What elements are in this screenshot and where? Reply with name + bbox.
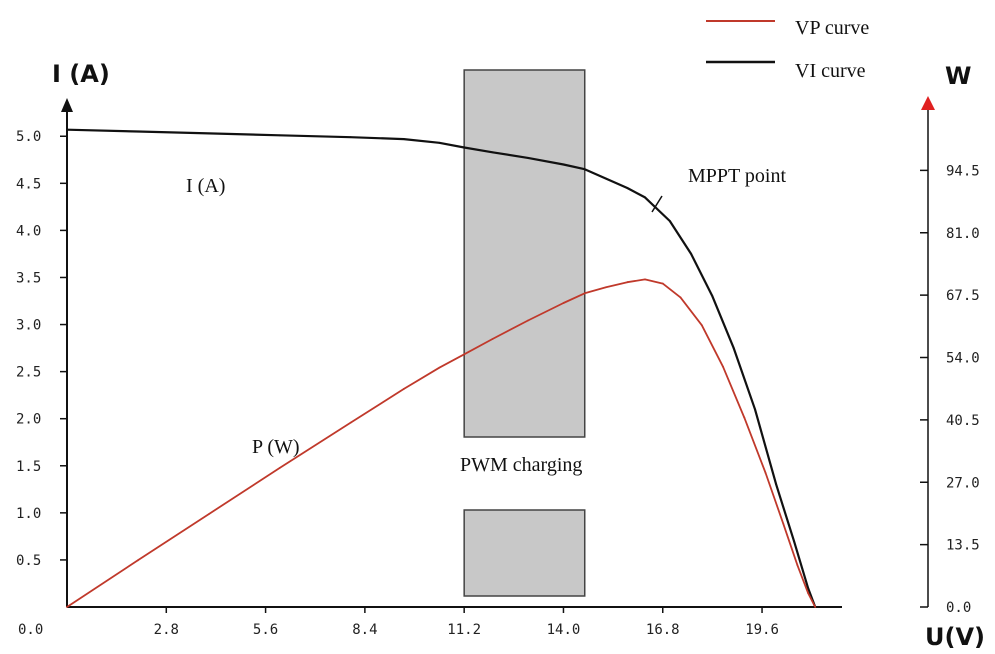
vp-data-point bbox=[278, 467, 281, 469]
vi-data-point bbox=[137, 130, 139, 133]
vp-data-point bbox=[796, 564, 799, 567]
y-axis-right-arrow-icon bbox=[921, 96, 935, 110]
vp-data-point bbox=[402, 388, 405, 390]
legend-vp-label: VP curve bbox=[795, 17, 869, 39]
vi-data-point bbox=[583, 168, 586, 171]
mppt-point-label: MPPT point bbox=[688, 165, 786, 187]
vi-data-point bbox=[207, 132, 210, 135]
vp-data-point bbox=[764, 472, 767, 474]
y-left-tick-label: 4.5 bbox=[16, 176, 41, 192]
pwm-shaded-region-bottom bbox=[463, 509, 586, 597]
pwm-shaded-region-top bbox=[463, 69, 586, 438]
y-right-tick-label: 81.0 bbox=[946, 226, 980, 242]
y-right-tick-label: 13.5 bbox=[946, 538, 980, 554]
y-left-tick-label: 4.0 bbox=[16, 223, 41, 239]
pwm-charging-label: PWM charging bbox=[460, 454, 582, 476]
x-axis-label: U(V) bbox=[925, 623, 985, 651]
x-tick-label: 11.2 bbox=[447, 622, 481, 638]
vi-data-point bbox=[491, 151, 494, 154]
y-right-tick-label: 54.0 bbox=[946, 351, 980, 367]
vp-data-point bbox=[438, 366, 441, 369]
vi-data-point bbox=[278, 134, 281, 137]
power-curve-label: P (W) bbox=[252, 436, 300, 458]
vp-data-point bbox=[679, 296, 682, 299]
x-tick-label: 5.6 bbox=[253, 622, 278, 638]
vi-data-point bbox=[626, 187, 629, 189]
vp-data-point bbox=[807, 592, 810, 595]
y-left-tick-label: 2.5 bbox=[16, 365, 41, 381]
vp-data-point bbox=[349, 421, 352, 424]
y-right-tick-label: 40.5 bbox=[946, 413, 980, 429]
x-tick-label: 19.6 bbox=[745, 622, 779, 638]
vi-data-point bbox=[690, 253, 693, 255]
vp-data-point bbox=[782, 522, 785, 525]
vp-data-point bbox=[700, 324, 703, 327]
y-left-tick-label: 1.0 bbox=[16, 506, 41, 522]
vi-data-point bbox=[668, 220, 671, 222]
vp-data-point bbox=[722, 365, 724, 368]
vi-data-point bbox=[732, 347, 735, 349]
vp-data-point bbox=[66, 606, 68, 608]
vi-data-point bbox=[644, 196, 646, 199]
vp-data-point bbox=[661, 282, 664, 285]
y-axis-left-label: I (A) bbox=[52, 60, 110, 88]
legend: VP curve VI curve bbox=[706, 17, 869, 82]
vp-data-point bbox=[583, 292, 586, 295]
y-left-tick-label: 2.0 bbox=[16, 412, 41, 428]
y-left-tick-label: 3.0 bbox=[16, 318, 41, 334]
x-tick-label: 0.0 bbox=[18, 622, 43, 638]
vp-data-point bbox=[626, 281, 629, 284]
vi-data-point bbox=[527, 157, 529, 159]
vp-data-point bbox=[527, 319, 529, 322]
vi-curve-line bbox=[66, 128, 817, 608]
vp-data-point bbox=[644, 278, 646, 281]
vp-data-point bbox=[137, 559, 139, 562]
x-tick-label: 14.0 bbox=[547, 622, 581, 638]
vp-data-point bbox=[207, 513, 210, 516]
vp-data-point bbox=[491, 338, 494, 340]
vp-data-point bbox=[605, 286, 607, 289]
vi-data-point bbox=[402, 138, 405, 140]
vi-data-point bbox=[754, 408, 756, 411]
y-axis-left-arrow-icon bbox=[61, 98, 73, 112]
y-axis-right-label: W bbox=[945, 62, 971, 90]
y-left-tick-label: 5.0 bbox=[16, 129, 41, 145]
y-right-tick-label: 67.5 bbox=[946, 288, 980, 304]
vp-data-point bbox=[463, 353, 466, 356]
vi-data-point bbox=[463, 146, 466, 149]
vi-data-point bbox=[66, 128, 68, 131]
vp-data-point bbox=[743, 416, 746, 419]
vp-data-point bbox=[814, 606, 817, 608]
x-tick-label: 16.8 bbox=[646, 622, 680, 638]
vi-data-point bbox=[349, 136, 352, 139]
y-right-tick-label: 0.0 bbox=[946, 600, 971, 616]
current-curve-label: I (A) bbox=[186, 175, 225, 197]
vi-data-point bbox=[807, 587, 810, 590]
vp-curve-line bbox=[66, 278, 817, 608]
mppt-pointer-line bbox=[651, 195, 663, 213]
legend-vi-label: VI curve bbox=[795, 60, 866, 82]
vi-data-point bbox=[438, 141, 441, 144]
vp-data-point bbox=[562, 302, 565, 304]
x-tick-label: 2.8 bbox=[154, 622, 179, 638]
vi-data-point bbox=[775, 483, 778, 486]
y-left-tick-label: 1.5 bbox=[16, 459, 41, 475]
vi-data-point bbox=[562, 163, 565, 166]
x-tick-label: 8.4 bbox=[352, 622, 377, 638]
y-left-tick-label: 3.5 bbox=[16, 270, 41, 286]
vi-data-point bbox=[711, 295, 714, 298]
y-left-tick-label: 0.5 bbox=[16, 553, 41, 569]
vi-data-point bbox=[605, 177, 607, 180]
vi-data-point bbox=[793, 540, 795, 542]
y-right-tick-label: 94.5 bbox=[946, 163, 980, 179]
y-right-tick-label: 27.0 bbox=[946, 475, 980, 491]
